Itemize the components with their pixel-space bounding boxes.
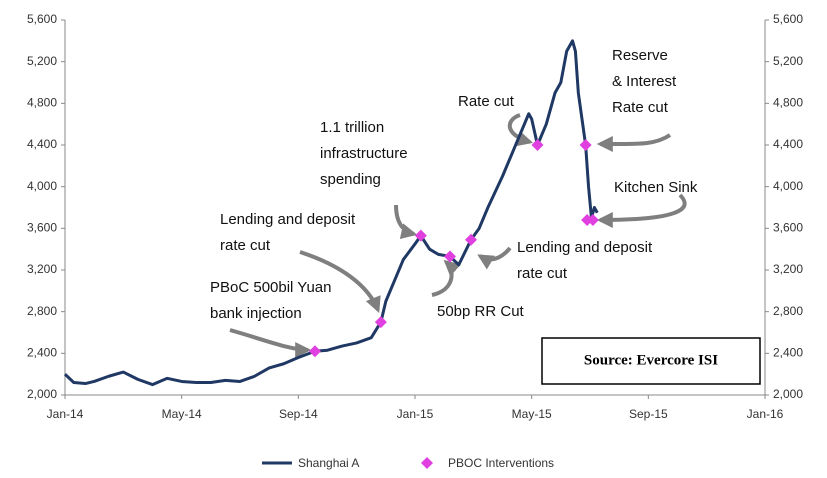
annotation: Rate cut (458, 93, 515, 110)
marker (531, 139, 544, 151)
annotation-line: Lending and deposit (220, 211, 356, 228)
annotation: Lending and deposit rate cut (220, 211, 356, 254)
x-tick-label: May-15 (512, 407, 552, 421)
y2-tick-label: 2,400 (773, 346, 803, 360)
y2-tick-label: 2,800 (773, 304, 803, 318)
arrow (229, 328, 312, 358)
legend-swatch (421, 457, 433, 469)
annotation-line: spending (320, 171, 381, 188)
marker (374, 316, 387, 329)
x-tick-label: Sep-14 (279, 407, 318, 421)
annotation-line: rate cut (220, 237, 271, 254)
x-tick-label: Sep-15 (629, 407, 668, 421)
y-tick-label: 4,000 (27, 179, 57, 193)
source: Source: Evercore ISI (584, 352, 718, 368)
annotation-line: 50bp RR Cut (437, 303, 525, 320)
y-tick-label: 4,800 (27, 96, 57, 110)
source-box (541, 337, 761, 385)
x-tick-label: May-14 (162, 407, 202, 421)
y-tick-label: 2,400 (27, 346, 57, 360)
annotation-line: Lending and deposit (517, 239, 653, 256)
annotation-line: PBoC 500bil Yuan (210, 279, 332, 296)
marker (465, 233, 477, 246)
x-tick-label: Jan-14 (47, 407, 84, 421)
y2-tick-label: 4,400 (773, 137, 803, 151)
annotation-line: bank injection (210, 305, 302, 322)
x-tick-label: Jan-15 (397, 407, 434, 421)
arrow (477, 246, 512, 270)
annotation-line: & Interest (612, 73, 677, 90)
y2-tick-label: 3,600 (773, 221, 803, 235)
marker (444, 250, 456, 263)
annotation-line: 1.1 trillion (320, 119, 384, 136)
arrow (596, 133, 672, 153)
y-tick-label: 5,200 (27, 54, 57, 68)
y-tick-label: 4,400 (27, 137, 57, 151)
annotation: Kitchen Sink (614, 179, 698, 196)
annotation: Lending and deposit rate cut (517, 239, 653, 282)
marker (586, 214, 599, 226)
line (63, 39, 599, 387)
marker (579, 139, 592, 151)
y-tick-label: 2,800 (27, 304, 57, 318)
y2-tick-label: 4,000 (773, 179, 803, 193)
annotation: PBoC 500bil Yuan bank injection (210, 279, 332, 322)
annotation-line: infrastructure (320, 145, 408, 162)
y-tick-label: 5,600 (27, 12, 57, 26)
legend-label: PBOC Interventions (448, 456, 554, 470)
arrow (299, 250, 381, 313)
y2-tick-label: 2,000 (773, 387, 803, 401)
marker (414, 229, 427, 242)
marker (308, 345, 321, 358)
annotation-line: Reserve (612, 47, 668, 64)
arrow (507, 113, 534, 147)
arrow (596, 193, 687, 228)
annotation-line: Rate cut (458, 93, 515, 110)
legend-label: Shanghai A (298, 456, 359, 470)
annotation-line: Kitchen Sink (614, 179, 698, 196)
y2-tick-label: 4,800 (773, 96, 803, 110)
y2-tick-label: 5,200 (773, 54, 803, 68)
y-tick-label: 2,000 (27, 387, 57, 401)
arrows (229, 113, 687, 358)
annotation-line: rate cut (517, 265, 568, 282)
y2-tick-label: 5,600 (773, 12, 803, 26)
arrow (394, 204, 418, 240)
y2-tick-label: 3,200 (773, 262, 803, 276)
y-tick-label: 3,200 (27, 262, 57, 276)
annotation: Reserve & Interest Rate cut (612, 47, 677, 116)
annotation: 50bp RR Cut (437, 303, 525, 320)
annotation-line: Rate cut (612, 99, 669, 116)
annotation: 1.1 trillion infrastructure spending (320, 119, 408, 188)
y-tick-label: 3,600 (27, 221, 57, 235)
x-tick-label: Jan-16 (747, 407, 784, 421)
arrow (431, 259, 461, 297)
